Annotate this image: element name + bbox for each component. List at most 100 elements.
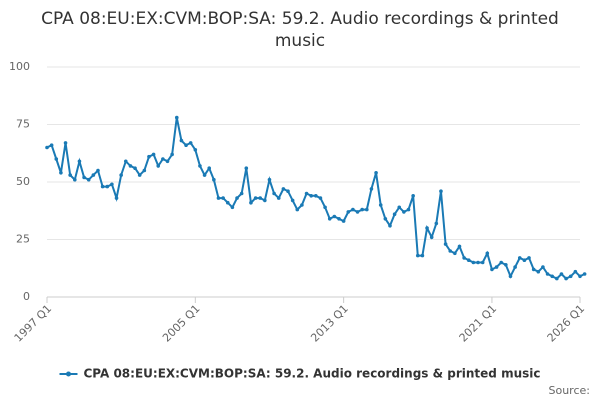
point — [272, 191, 276, 196]
point — [555, 276, 559, 281]
point — [420, 253, 425, 258]
point — [165, 159, 170, 164]
point — [300, 203, 304, 207]
point — [244, 166, 249, 170]
point — [82, 175, 86, 180]
point — [559, 272, 564, 276]
point — [337, 217, 341, 221]
point — [323, 205, 327, 210]
point — [147, 154, 151, 159]
point — [513, 265, 517, 269]
point — [443, 242, 448, 246]
point — [494, 265, 499, 269]
point — [550, 274, 554, 279]
point — [161, 157, 165, 161]
point — [258, 196, 263, 200]
point — [485, 251, 490, 256]
point — [133, 166, 137, 170]
point — [286, 189, 290, 193]
point — [63, 141, 68, 145]
point — [397, 205, 402, 210]
point — [193, 148, 198, 152]
x-tick-label: 2021 Q1 — [457, 302, 500, 345]
x-tick-label: 2005 Q1 — [160, 302, 203, 345]
point — [429, 235, 434, 239]
point — [355, 210, 360, 214]
point — [119, 173, 123, 177]
point — [188, 141, 193, 145]
point — [564, 276, 568, 281]
point — [221, 196, 225, 200]
point — [327, 217, 332, 221]
x-tick-label: 2026 Q1 — [545, 302, 588, 345]
y-tick-label: 50 — [16, 175, 30, 188]
y-tick-label: 75 — [16, 118, 30, 131]
point — [545, 272, 550, 276]
point — [448, 249, 453, 253]
point — [360, 207, 364, 212]
point — [304, 191, 309, 196]
point — [531, 267, 536, 272]
point — [582, 272, 587, 276]
point — [151, 152, 156, 157]
point — [235, 196, 239, 200]
point — [439, 189, 443, 193]
point — [527, 256, 531, 260]
point — [309, 194, 313, 198]
point — [202, 173, 207, 177]
point — [332, 214, 337, 219]
point — [105, 184, 110, 189]
chart-title: CPA 08:EU:EX:CVM:BOP:SA: 59.2. Audio rec… — [41, 9, 559, 51]
point — [68, 173, 72, 177]
point — [77, 159, 82, 164]
point — [137, 173, 142, 177]
point — [383, 217, 388, 221]
point — [212, 177, 216, 182]
point — [378, 203, 383, 207]
y-tick-label: 0 — [23, 290, 30, 303]
point — [263, 198, 267, 203]
point — [434, 221, 439, 226]
point — [346, 210, 351, 214]
x-tick-label: 1997 Q1 — [12, 302, 55, 345]
point — [411, 194, 415, 198]
point — [184, 143, 188, 147]
point — [415, 253, 420, 258]
point — [86, 177, 91, 182]
point — [100, 184, 105, 189]
y-tick-label: 25 — [16, 233, 30, 246]
point — [174, 115, 179, 120]
legend-label: CPA 08:EU:EX:CVM:BOP:SA: 59.2. Audio rec… — [83, 367, 540, 381]
point — [508, 274, 513, 279]
source: Source: — [549, 384, 591, 397]
point — [295, 207, 300, 212]
point — [156, 164, 161, 168]
point — [578, 274, 582, 279]
point — [110, 182, 114, 187]
point — [142, 168, 147, 173]
point — [573, 269, 578, 274]
point — [480, 260, 485, 265]
point — [504, 263, 508, 267]
point — [73, 177, 77, 182]
point — [239, 191, 244, 196]
point — [365, 207, 369, 212]
point — [522, 258, 527, 263]
point — [276, 196, 281, 200]
point — [471, 260, 476, 265]
point — [374, 171, 378, 175]
point — [457, 244, 462, 249]
point — [253, 196, 258, 200]
point — [267, 177, 272, 182]
point — [536, 269, 541, 274]
point — [369, 187, 374, 191]
legend-marker — [65, 371, 71, 377]
point — [476, 260, 480, 265]
point — [91, 173, 96, 177]
point — [59, 171, 63, 175]
point — [402, 210, 406, 214]
point — [341, 219, 346, 223]
point — [45, 145, 49, 150]
point — [425, 226, 429, 230]
